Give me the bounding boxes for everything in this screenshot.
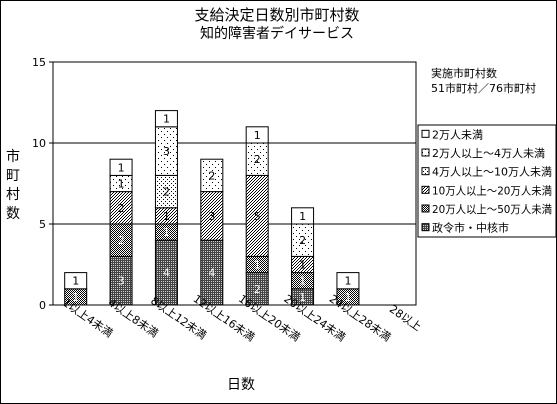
bar-data-label: 2: [254, 283, 261, 296]
bar-data-label: 2: [208, 169, 215, 182]
bar-data-label: 1: [72, 275, 79, 288]
legend-swatch: [421, 185, 430, 194]
y-tick-label: 10: [32, 137, 46, 150]
bar-data-label: 1: [344, 291, 351, 304]
bar-data-label: 1: [299, 210, 306, 223]
bar-data-label: 2: [118, 234, 125, 247]
bar-segment: [336, 272, 360, 290]
plot-area: 051015111以上4未満322114以上8未満4112318以上12未満43…: [32, 56, 424, 344]
y-tick-label: 5: [39, 218, 46, 231]
bar-data-label: 1: [344, 275, 351, 288]
bar-data-label: 3: [208, 210, 215, 223]
bar-segment: [291, 207, 315, 225]
y-axis-label: 市町村数: [6, 148, 20, 222]
bar-segment: [64, 272, 88, 290]
legend-entry: 20万人以上～50万人未満: [432, 203, 552, 216]
plot-border: [52, 61, 417, 306]
chart-title: 支給決定日数別市町村数: [194, 6, 359, 24]
bar-data-label: 1: [163, 226, 170, 239]
bar-segment: [200, 158, 224, 193]
x-tick-label: 28以上: [387, 302, 424, 333]
legend: 2万人未満 2万人以上～4万人未満 4万人以上～10万人未満 10万人以上～20万人未…: [417, 124, 556, 238]
bar-data-label: 1: [299, 275, 306, 288]
bar-segment: [245, 126, 269, 144]
bar-data-label: 1: [163, 113, 170, 126]
legend-swatch: [421, 148, 430, 157]
bar-data-label: 4: [163, 267, 170, 280]
legend-box: [417, 124, 556, 238]
bar-data-label: 2: [254, 153, 261, 166]
bar-data-label: 1: [118, 161, 125, 174]
legend-entry: 2万人以上～4万人未満: [432, 147, 545, 160]
bar-data-label: 1: [163, 210, 170, 223]
bar-data-label: 2: [163, 186, 170, 199]
legend-entry: 政令市・中核市: [432, 221, 509, 235]
bar-data-label: 2: [299, 234, 306, 247]
bar-data-label: 1: [299, 291, 306, 304]
y-tick-label: 15: [32, 56, 46, 69]
bar-data-label: 1: [254, 259, 261, 272]
legend-swatch: [421, 129, 430, 138]
y-tick-label: 0: [39, 299, 46, 312]
bar-segment: [154, 110, 178, 128]
bar-data-label: 1: [72, 291, 79, 304]
bar-data-label: 3: [163, 145, 170, 158]
bar-segment: [109, 158, 133, 176]
annotation-line-2: 51市町村／76市町村: [431, 81, 536, 95]
chart-subtitle: 知的障害者デイサービス: [200, 25, 354, 42]
bar-data-label: 5: [254, 210, 261, 223]
bar-data-label: 2: [118, 202, 125, 215]
legend-entry: 2万人未満: [432, 128, 483, 141]
legend-entry: 4万人以上～10万人未満: [432, 166, 552, 179]
annotation-line-1: 実施市町村数: [431, 66, 497, 80]
legend-swatch: [421, 167, 430, 176]
bar-data-label: 3: [118, 275, 125, 288]
bar-data-label: 1: [118, 178, 125, 191]
bar-data-label: 4: [208, 267, 215, 280]
x-axis-label: 日数: [227, 377, 255, 393]
legend-swatch: [421, 204, 430, 213]
bar-data-label: 1: [254, 129, 261, 142]
legend-swatch: [421, 223, 430, 232]
legend-entry: 10万人以上～20万人未満: [432, 184, 552, 197]
bar-data-label: 1: [299, 259, 306, 272]
